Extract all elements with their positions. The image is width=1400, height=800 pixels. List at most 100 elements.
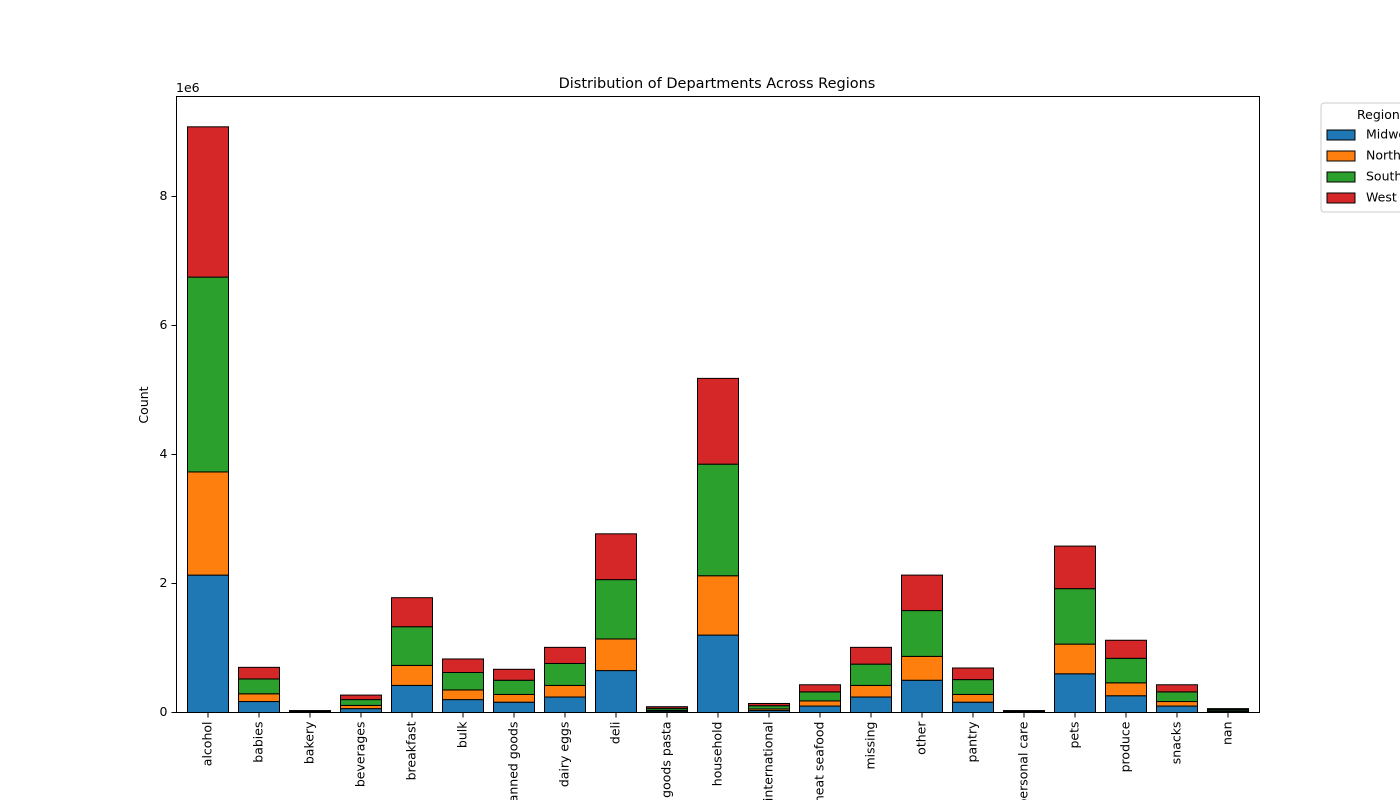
bar-breakfast-midwest <box>391 684 433 713</box>
x-tick-label: alcohol <box>200 722 215 767</box>
chart-title: Distribution of Departments Across Regio… <box>559 76 876 92</box>
bar-canned-goods-northeast <box>493 693 535 703</box>
bar-other-south <box>901 610 943 657</box>
bar-breakfast-south <box>391 626 433 666</box>
x-tick-label: international <box>761 722 776 800</box>
y-tick-label: 0 <box>160 704 168 719</box>
x-tick-label: beverages <box>353 722 368 788</box>
bar-meat-seafood-west <box>799 684 841 693</box>
legend-label-south: South <box>1366 169 1400 184</box>
legend-label-midwest: Midwest <box>1366 127 1400 142</box>
bar-canned-goods-west <box>493 668 535 681</box>
legend-label-west: West <box>1366 190 1397 205</box>
y-axis-scale-label: 1e6 <box>176 80 200 95</box>
x-tick-label: pantry <box>965 721 980 763</box>
bar-produce-west <box>1105 639 1147 659</box>
x-tick-label: meat seafood <box>812 722 827 800</box>
x-axis: alcohol babies bakery beverages breakfast bul… <box>200 712 1235 800</box>
y-axis: 0 2 4 6 8 <box>160 188 177 719</box>
legend-swatch-northeast <box>1326 150 1356 162</box>
bar-pets-south <box>1054 588 1096 645</box>
x-tick-label: bulk <box>455 721 470 748</box>
x-tick-label: canned goods <box>506 722 521 800</box>
bar-produce-south <box>1105 657 1147 684</box>
bar-breakfast-west <box>391 597 433 628</box>
bar-pantry-northeast <box>952 693 994 703</box>
bar-pets-midwest <box>1054 673 1096 713</box>
bar-dry-goods-pasta-west <box>646 706 688 709</box>
bar-bulk-south <box>442 672 484 691</box>
x-tick-label: produce <box>1118 721 1133 772</box>
legend-swatch-midwest <box>1326 129 1356 141</box>
bar-bakery-west <box>289 710 331 712</box>
bar-pantry-west <box>952 667 994 681</box>
x-tick-label: other <box>914 721 929 755</box>
bar-meat-seafood-northeast <box>799 700 841 707</box>
y-axis-label: Count <box>136 386 151 423</box>
y-tick-label: 8 <box>160 188 168 203</box>
x-tick-label: household <box>710 722 725 787</box>
bar-pets-west <box>1054 545 1096 590</box>
bar-household-midwest <box>697 634 739 714</box>
y-tick-label: 4 <box>160 446 168 461</box>
bar-other-midwest <box>901 679 943 714</box>
legend: Region Midwest Northeast South West <box>1320 102 1400 213</box>
bar-deli-northeast <box>595 638 637 672</box>
x-tick-label: nan <box>1220 722 1235 746</box>
bar-deli-south <box>595 579 637 640</box>
bar-produce-northeast <box>1105 682 1147 697</box>
x-tick-label: dry goods pasta <box>659 722 674 800</box>
legend-swatch-south <box>1326 171 1356 183</box>
bars-layer <box>187 126 1249 714</box>
bar-beverages-midwest <box>340 708 382 713</box>
bar-pantry-south <box>952 679 994 695</box>
bar-bulk-midwest <box>442 699 484 714</box>
bar-pantry-midwest <box>952 701 994 713</box>
legend-label-northeast: Northeast <box>1366 148 1400 163</box>
bar-deli-west <box>595 533 637 581</box>
x-tick-label: babies <box>251 722 266 763</box>
bar-canned-goods-south <box>493 679 535 695</box>
bar-beverages-west <box>340 694 382 701</box>
bar-babies-northeast <box>238 693 280 703</box>
bar-household-west <box>697 377 739 465</box>
legend-swatch-west <box>1326 192 1356 204</box>
bar-snacks-midwest <box>1156 705 1198 714</box>
x-tick-label: snacks <box>1169 722 1184 765</box>
bar-international-west <box>748 702 790 707</box>
legend-items: Midwest Northeast South West <box>1326 127 1400 205</box>
bar-deli-midwest <box>595 670 637 714</box>
legend-title: Region <box>1357 107 1400 122</box>
bar-beverages-south <box>340 699 382 706</box>
bar-other-northeast <box>901 655 943 681</box>
bar-dairy-eggs-northeast <box>544 684 586 698</box>
bar-dairy-eggs-midwest <box>544 696 586 713</box>
bar-dairy-eggs-west <box>544 646 586 664</box>
bar-snacks-south <box>1156 691 1198 703</box>
bar-canned-goods-midwest <box>493 701 535 713</box>
bar-snacks-northeast <box>1156 701 1198 707</box>
bar-babies-south <box>238 678 280 695</box>
bar-missing-west <box>850 646 892 665</box>
x-tick-label: pets <box>1067 722 1082 749</box>
bar-breakfast-northeast <box>391 664 433 686</box>
x-tick-label: dairy eggs <box>557 722 572 788</box>
bar-alcohol-midwest <box>187 574 229 714</box>
bar-babies-midwest <box>238 701 280 713</box>
bar-nan-west <box>1207 708 1249 711</box>
bar-missing-northeast <box>850 684 892 698</box>
bar-babies-west <box>238 666 280 680</box>
bar-household-northeast <box>697 575 739 636</box>
x-tick-label: missing <box>863 722 878 770</box>
bar-bulk-northeast <box>442 689 484 701</box>
bar-missing-south <box>850 663 892 686</box>
y-tick-label: 2 <box>160 575 168 590</box>
bar-produce-midwest <box>1105 695 1147 713</box>
bar-snacks-west <box>1156 684 1198 693</box>
y-tick-label: 6 <box>160 317 168 332</box>
bar-meat-seafood-midwest <box>799 705 841 714</box>
bar-missing-midwest <box>850 696 892 713</box>
bar-alcohol-south <box>187 276 229 473</box>
x-tick-label: deli <box>608 722 623 745</box>
